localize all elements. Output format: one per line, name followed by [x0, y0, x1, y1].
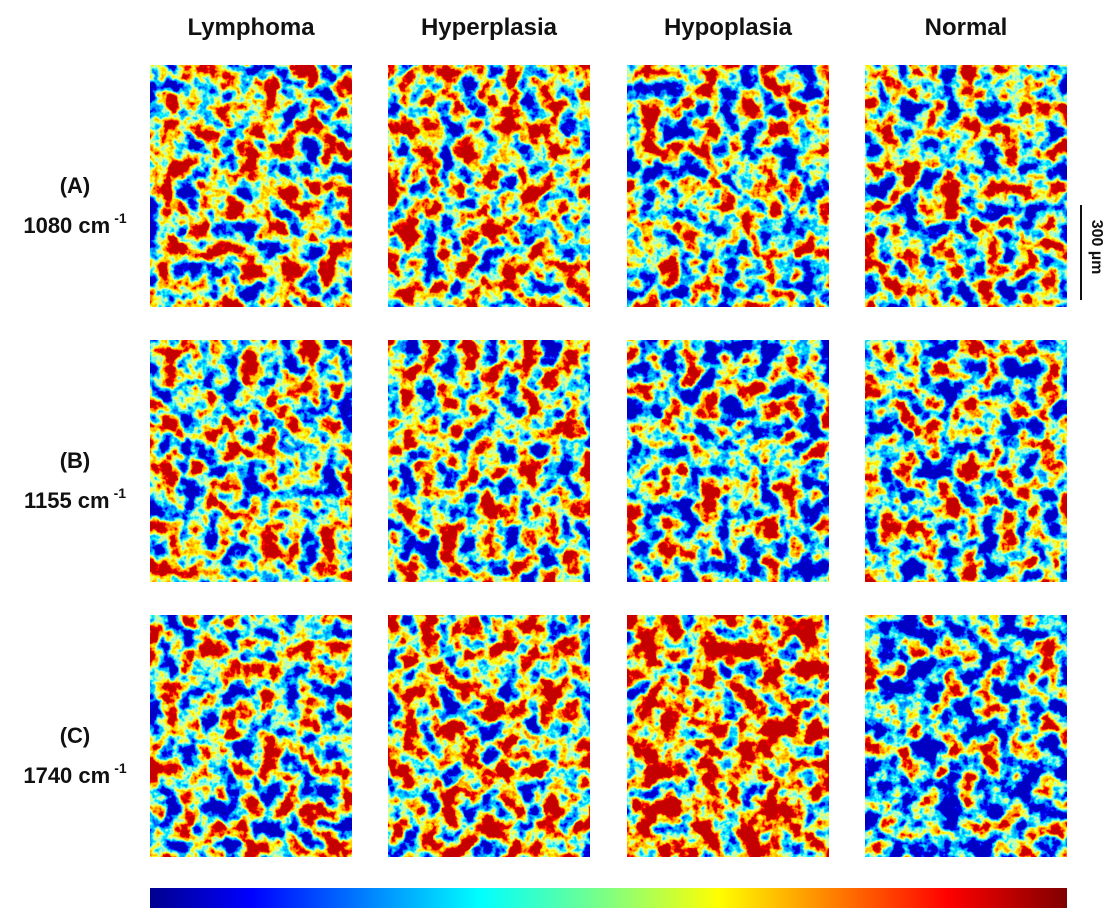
wavenumber-exponent: -1 — [114, 760, 126, 776]
heatmap-panel — [388, 65, 590, 307]
row-wavenumber-line: 1080 cm-1 — [0, 202, 150, 242]
heatmap-panel — [627, 65, 829, 307]
heatmap-panel — [627, 340, 829, 582]
wavenumber: 1740 cm — [23, 763, 110, 788]
heatmap-panel — [388, 615, 590, 857]
wavenumber: 1080 cm — [23, 213, 110, 238]
row-label: (A)1080 cm-1 — [0, 170, 150, 242]
heatmap-panel — [150, 615, 352, 857]
colorbar — [150, 888, 1067, 908]
heatmap-panel — [865, 65, 1067, 307]
wavenumber: 1155 cm — [24, 488, 110, 513]
heatmap-panel — [150, 340, 352, 582]
heatmap-panel — [627, 615, 829, 857]
heatmap-panel — [865, 615, 1067, 857]
column-header: Hypoplasia — [627, 14, 829, 42]
heatmap-panel — [865, 340, 1067, 582]
row-label: (B)1155 cm-1 — [0, 445, 150, 517]
row-label: (C)1740 cm-1 — [0, 720, 150, 792]
figure: LymphomaHyperplasiaHypoplasiaNormal (A)1… — [0, 0, 1104, 908]
column-header: Lymphoma — [150, 14, 352, 42]
figure-graphics — [0, 0, 1104, 908]
row-letter: (B) — [0, 445, 150, 477]
row-wavenumber-line: 1740 cm-1 — [0, 752, 150, 792]
column-header: Normal — [865, 14, 1067, 42]
heatmap-panel — [388, 340, 590, 582]
row-letter: (C) — [0, 720, 150, 752]
wavenumber-exponent: -1 — [114, 485, 126, 501]
scale-bar-label: 300 µm — [1087, 217, 1104, 277]
wavenumber-exponent: -1 — [114, 210, 126, 226]
row-wavenumber-line: 1155 cm-1 — [0, 477, 150, 517]
row-letter: (A) — [0, 170, 150, 202]
column-header: Hyperplasia — [388, 14, 590, 42]
heatmap-panel — [150, 65, 352, 307]
